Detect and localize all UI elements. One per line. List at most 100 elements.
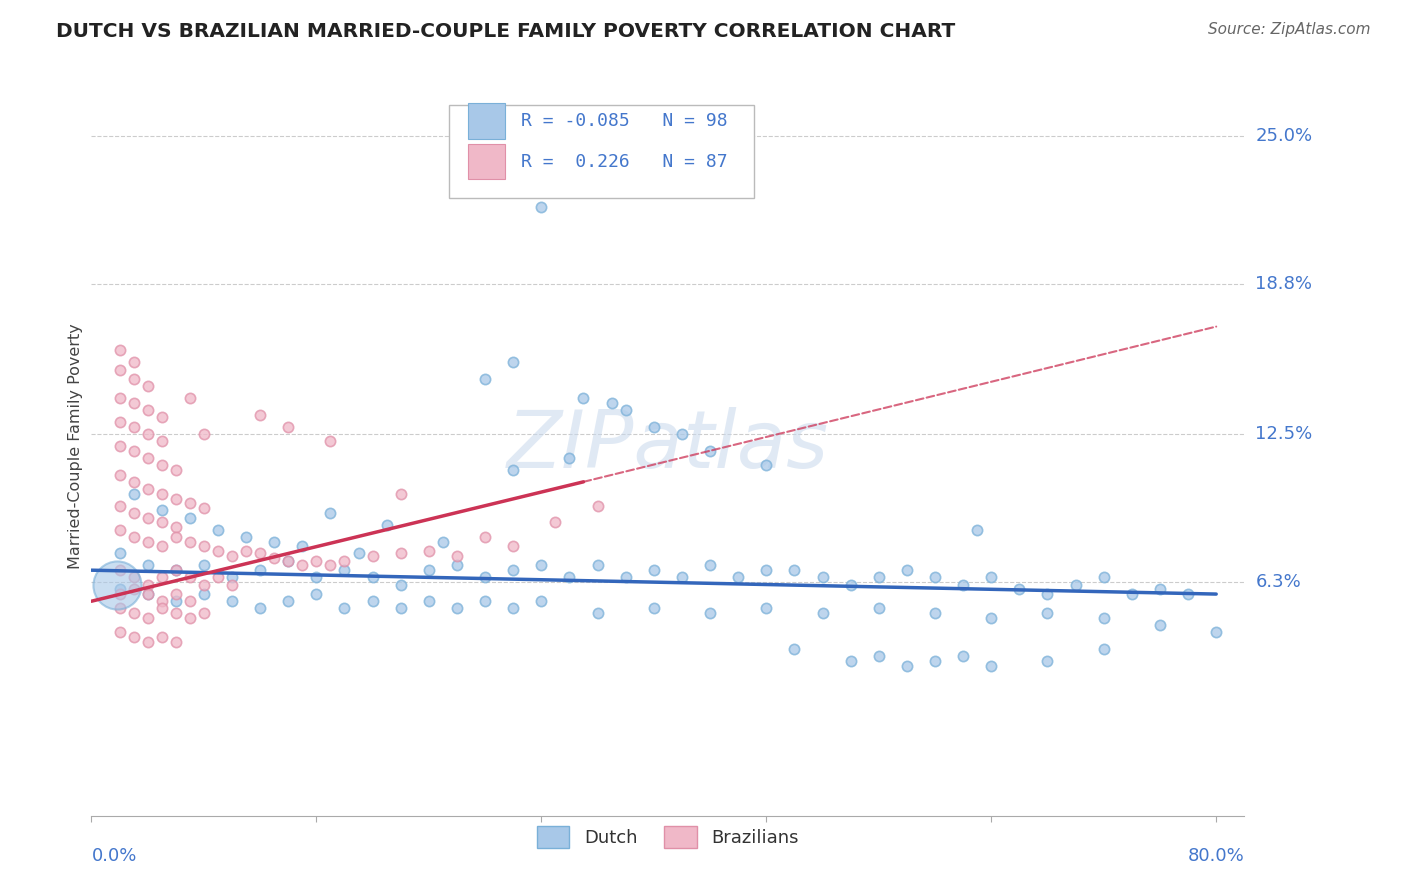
Point <box>193 577 215 591</box>
Point <box>136 558 159 573</box>
Point <box>896 563 918 577</box>
Point <box>333 554 356 568</box>
Point <box>136 482 159 496</box>
Point <box>389 487 412 501</box>
Point <box>699 558 721 573</box>
Point <box>207 570 229 584</box>
Point <box>277 594 299 608</box>
FancyBboxPatch shape <box>468 103 505 139</box>
Point <box>249 601 271 615</box>
Point <box>165 563 187 577</box>
Point <box>136 403 159 417</box>
Point <box>150 458 173 472</box>
Text: Source: ZipAtlas.com: Source: ZipAtlas.com <box>1208 22 1371 37</box>
Point <box>263 534 285 549</box>
Point <box>193 558 215 573</box>
Point <box>108 467 131 482</box>
Point <box>586 499 609 513</box>
Point <box>277 554 299 568</box>
Point <box>389 546 412 560</box>
Point <box>165 587 187 601</box>
Point <box>614 570 637 584</box>
Point <box>179 510 201 524</box>
Point <box>389 601 412 615</box>
Point <box>952 577 974 591</box>
Point <box>755 458 778 472</box>
Point <box>783 563 806 577</box>
Point <box>150 601 173 615</box>
Point <box>108 546 131 560</box>
Point <box>207 523 229 537</box>
Point <box>122 606 145 620</box>
Point <box>277 554 299 568</box>
Point <box>108 343 131 358</box>
Point <box>418 544 440 558</box>
Point <box>221 570 243 584</box>
Point <box>108 391 131 405</box>
Text: 6.3%: 6.3% <box>1256 574 1301 591</box>
Point <box>193 427 215 442</box>
Point <box>136 611 159 625</box>
Point <box>868 649 890 664</box>
Point <box>136 534 159 549</box>
Point <box>446 558 468 573</box>
Point <box>108 523 131 537</box>
Text: 80.0%: 80.0% <box>1188 847 1244 864</box>
Point <box>193 539 215 553</box>
Point <box>952 649 974 664</box>
FancyBboxPatch shape <box>468 144 505 179</box>
Point <box>165 563 187 577</box>
Point <box>136 510 159 524</box>
Point <box>896 658 918 673</box>
Point <box>108 563 131 577</box>
Point <box>108 625 131 640</box>
Point <box>319 506 342 520</box>
Point <box>108 362 131 376</box>
Point <box>432 534 454 549</box>
Point <box>811 570 834 584</box>
Point <box>105 577 128 591</box>
Point <box>1149 582 1171 597</box>
Point <box>783 642 806 657</box>
Point <box>839 577 862 591</box>
Point <box>136 587 159 601</box>
Point <box>811 606 834 620</box>
Point <box>179 534 201 549</box>
Point <box>980 570 1002 584</box>
Point <box>333 601 356 615</box>
Point <box>980 611 1002 625</box>
Point <box>446 601 468 615</box>
Point <box>108 439 131 453</box>
Point <box>333 563 356 577</box>
Point <box>165 594 187 608</box>
Point <box>179 570 201 584</box>
Point <box>150 503 173 517</box>
Point <box>375 517 398 532</box>
Point <box>502 563 524 577</box>
Point <box>122 355 145 369</box>
Point <box>221 594 243 608</box>
Point <box>193 606 215 620</box>
Point <box>1036 654 1059 668</box>
Point <box>643 420 665 434</box>
Point <box>544 516 567 530</box>
Point <box>1121 587 1143 601</box>
Point <box>727 570 749 584</box>
Point <box>108 499 131 513</box>
Point <box>165 520 187 534</box>
Point <box>179 594 201 608</box>
Point <box>1092 611 1115 625</box>
Point <box>249 408 271 422</box>
Point <box>122 396 145 410</box>
Point <box>136 450 159 465</box>
Point <box>530 594 553 608</box>
Point <box>418 594 440 608</box>
Point <box>530 200 553 214</box>
Point <box>389 577 412 591</box>
Point <box>179 496 201 510</box>
Point <box>108 582 131 597</box>
Point <box>122 487 145 501</box>
Point <box>1092 642 1115 657</box>
Point <box>108 601 131 615</box>
Point <box>122 570 145 584</box>
